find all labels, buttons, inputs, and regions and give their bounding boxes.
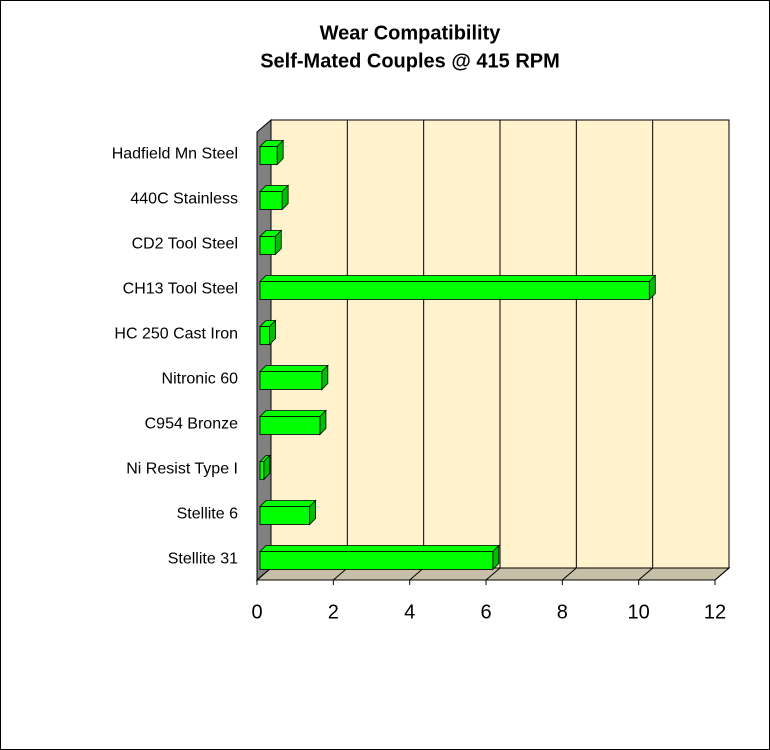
x-tick-label: 8 [557, 601, 568, 623]
x-tick-label: 4 [404, 601, 415, 623]
y-tick-label: CH13 Tool Steel [123, 281, 238, 298]
x-tick-label: 6 [480, 601, 491, 623]
y-tick-label: 440C Stainless [130, 191, 238, 208]
grid-line [638, 567, 653, 581]
y-tick-label: Hadfield Mn Steel [112, 146, 238, 163]
bar [259, 551, 494, 570]
grid-line [333, 567, 348, 581]
grid-line [409, 567, 424, 581]
y-tick-label: CD2 Tool Steel [132, 236, 238, 253]
bar [259, 416, 321, 435]
bar-top [259, 275, 657, 282]
grid-line [485, 567, 501, 581]
bar [259, 461, 265, 480]
bar [259, 191, 283, 210]
grid-line [714, 567, 730, 581]
bar [259, 506, 311, 525]
x-tick-label: 2 [328, 601, 339, 623]
bar-top [259, 500, 317, 507]
x-tick-label: 12 [704, 601, 726, 623]
y-tick-label: Stellite 31 [168, 551, 238, 568]
y-tick-label: HC 250 Cast Iron [114, 326, 238, 343]
y-tick-label: Nitronic 60 [162, 371, 239, 388]
grid-line [562, 567, 577, 581]
x-tick-label: 0 [251, 601, 262, 623]
bar-top [259, 365, 329, 372]
y-tick-label: Ni Resist Type I [126, 461, 238, 478]
bar-top [259, 545, 500, 552]
y-tick-label: Stellite 6 [177, 506, 238, 523]
bar [259, 236, 276, 255]
grid-line [256, 567, 272, 581]
bar [259, 146, 278, 165]
chart-subtitle: Self-Mated Couples @ 415 RPM [260, 50, 560, 72]
chart-title: Wear Compatibility [320, 22, 502, 44]
bar [259, 371, 323, 390]
bar-top [259, 410, 327, 417]
x-tick-label: 10 [628, 601, 650, 623]
bar [259, 326, 270, 345]
y-tick-label: C954 Bronze [145, 416, 238, 433]
bar [259, 281, 650, 300]
